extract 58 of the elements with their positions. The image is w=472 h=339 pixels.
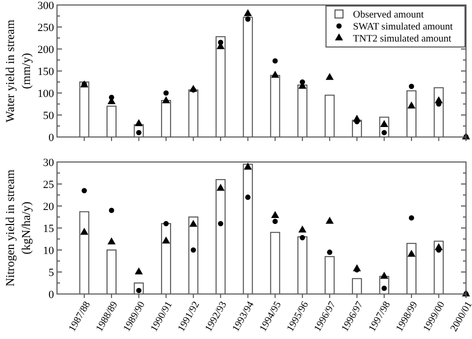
point — [408, 215, 414, 221]
point — [82, 188, 87, 194]
point — [272, 218, 278, 224]
y-axis-title: Nitrogen yield in stream (kgN/ha/y) — [3, 168, 33, 286]
point — [382, 130, 387, 136]
point — [434, 243, 443, 250]
point — [134, 267, 143, 274]
point — [80, 228, 88, 235]
point — [108, 208, 114, 214]
point — [382, 286, 387, 291]
point — [408, 84, 414, 90]
legend-label: TNT2 simulated amount — [353, 34, 452, 44]
point — [271, 211, 280, 218]
point — [271, 70, 280, 78]
y-tick-label: 10 — [43, 244, 54, 257]
y-tick-label: 0 — [48, 132, 54, 144]
point — [245, 16, 251, 22]
point — [134, 119, 143, 126]
point — [407, 102, 416, 109]
point — [244, 162, 252, 170]
point — [245, 194, 251, 200]
legend-label: Observed amount — [353, 10, 424, 20]
y-tick-label: 200 — [38, 44, 54, 56]
legend-label: SWAT simulated amount — [353, 22, 454, 32]
point — [218, 220, 224, 226]
point — [163, 90, 169, 96]
y-tick-label: 15 — [43, 222, 54, 235]
y-tick-label: 250 — [38, 22, 54, 34]
point — [162, 96, 170, 104]
point — [326, 216, 334, 224]
y-tick-label: 100 — [38, 88, 54, 100]
point — [298, 226, 306, 233]
y-tick-label: 0 — [48, 288, 54, 301]
point — [189, 220, 198, 227]
point — [327, 250, 332, 255]
point — [300, 235, 306, 240]
point — [189, 84, 198, 92]
y-tick-label: 150 — [38, 66, 54, 78]
y-tick-label: 5 — [48, 266, 54, 279]
y-tick-label: 20 — [43, 200, 54, 213]
point — [352, 264, 361, 272]
y-tick-label: 25 — [43, 178, 54, 191]
point — [434, 96, 443, 104]
point — [108, 237, 116, 244]
y-tick-label: 300 — [38, 0, 54, 12]
point — [163, 220, 169, 226]
point — [352, 114, 361, 122]
y-axis-title: Water yield in stream (mm/y) — [3, 19, 33, 122]
point — [272, 58, 278, 64]
point — [326, 72, 334, 80]
point — [380, 272, 388, 279]
point — [244, 9, 252, 16]
y-tick-label: 50 — [43, 110, 54, 122]
point — [216, 184, 225, 191]
point — [162, 236, 170, 244]
point — [407, 250, 416, 257]
y-tick-label: 30 — [43, 156, 54, 169]
point — [190, 247, 196, 253]
